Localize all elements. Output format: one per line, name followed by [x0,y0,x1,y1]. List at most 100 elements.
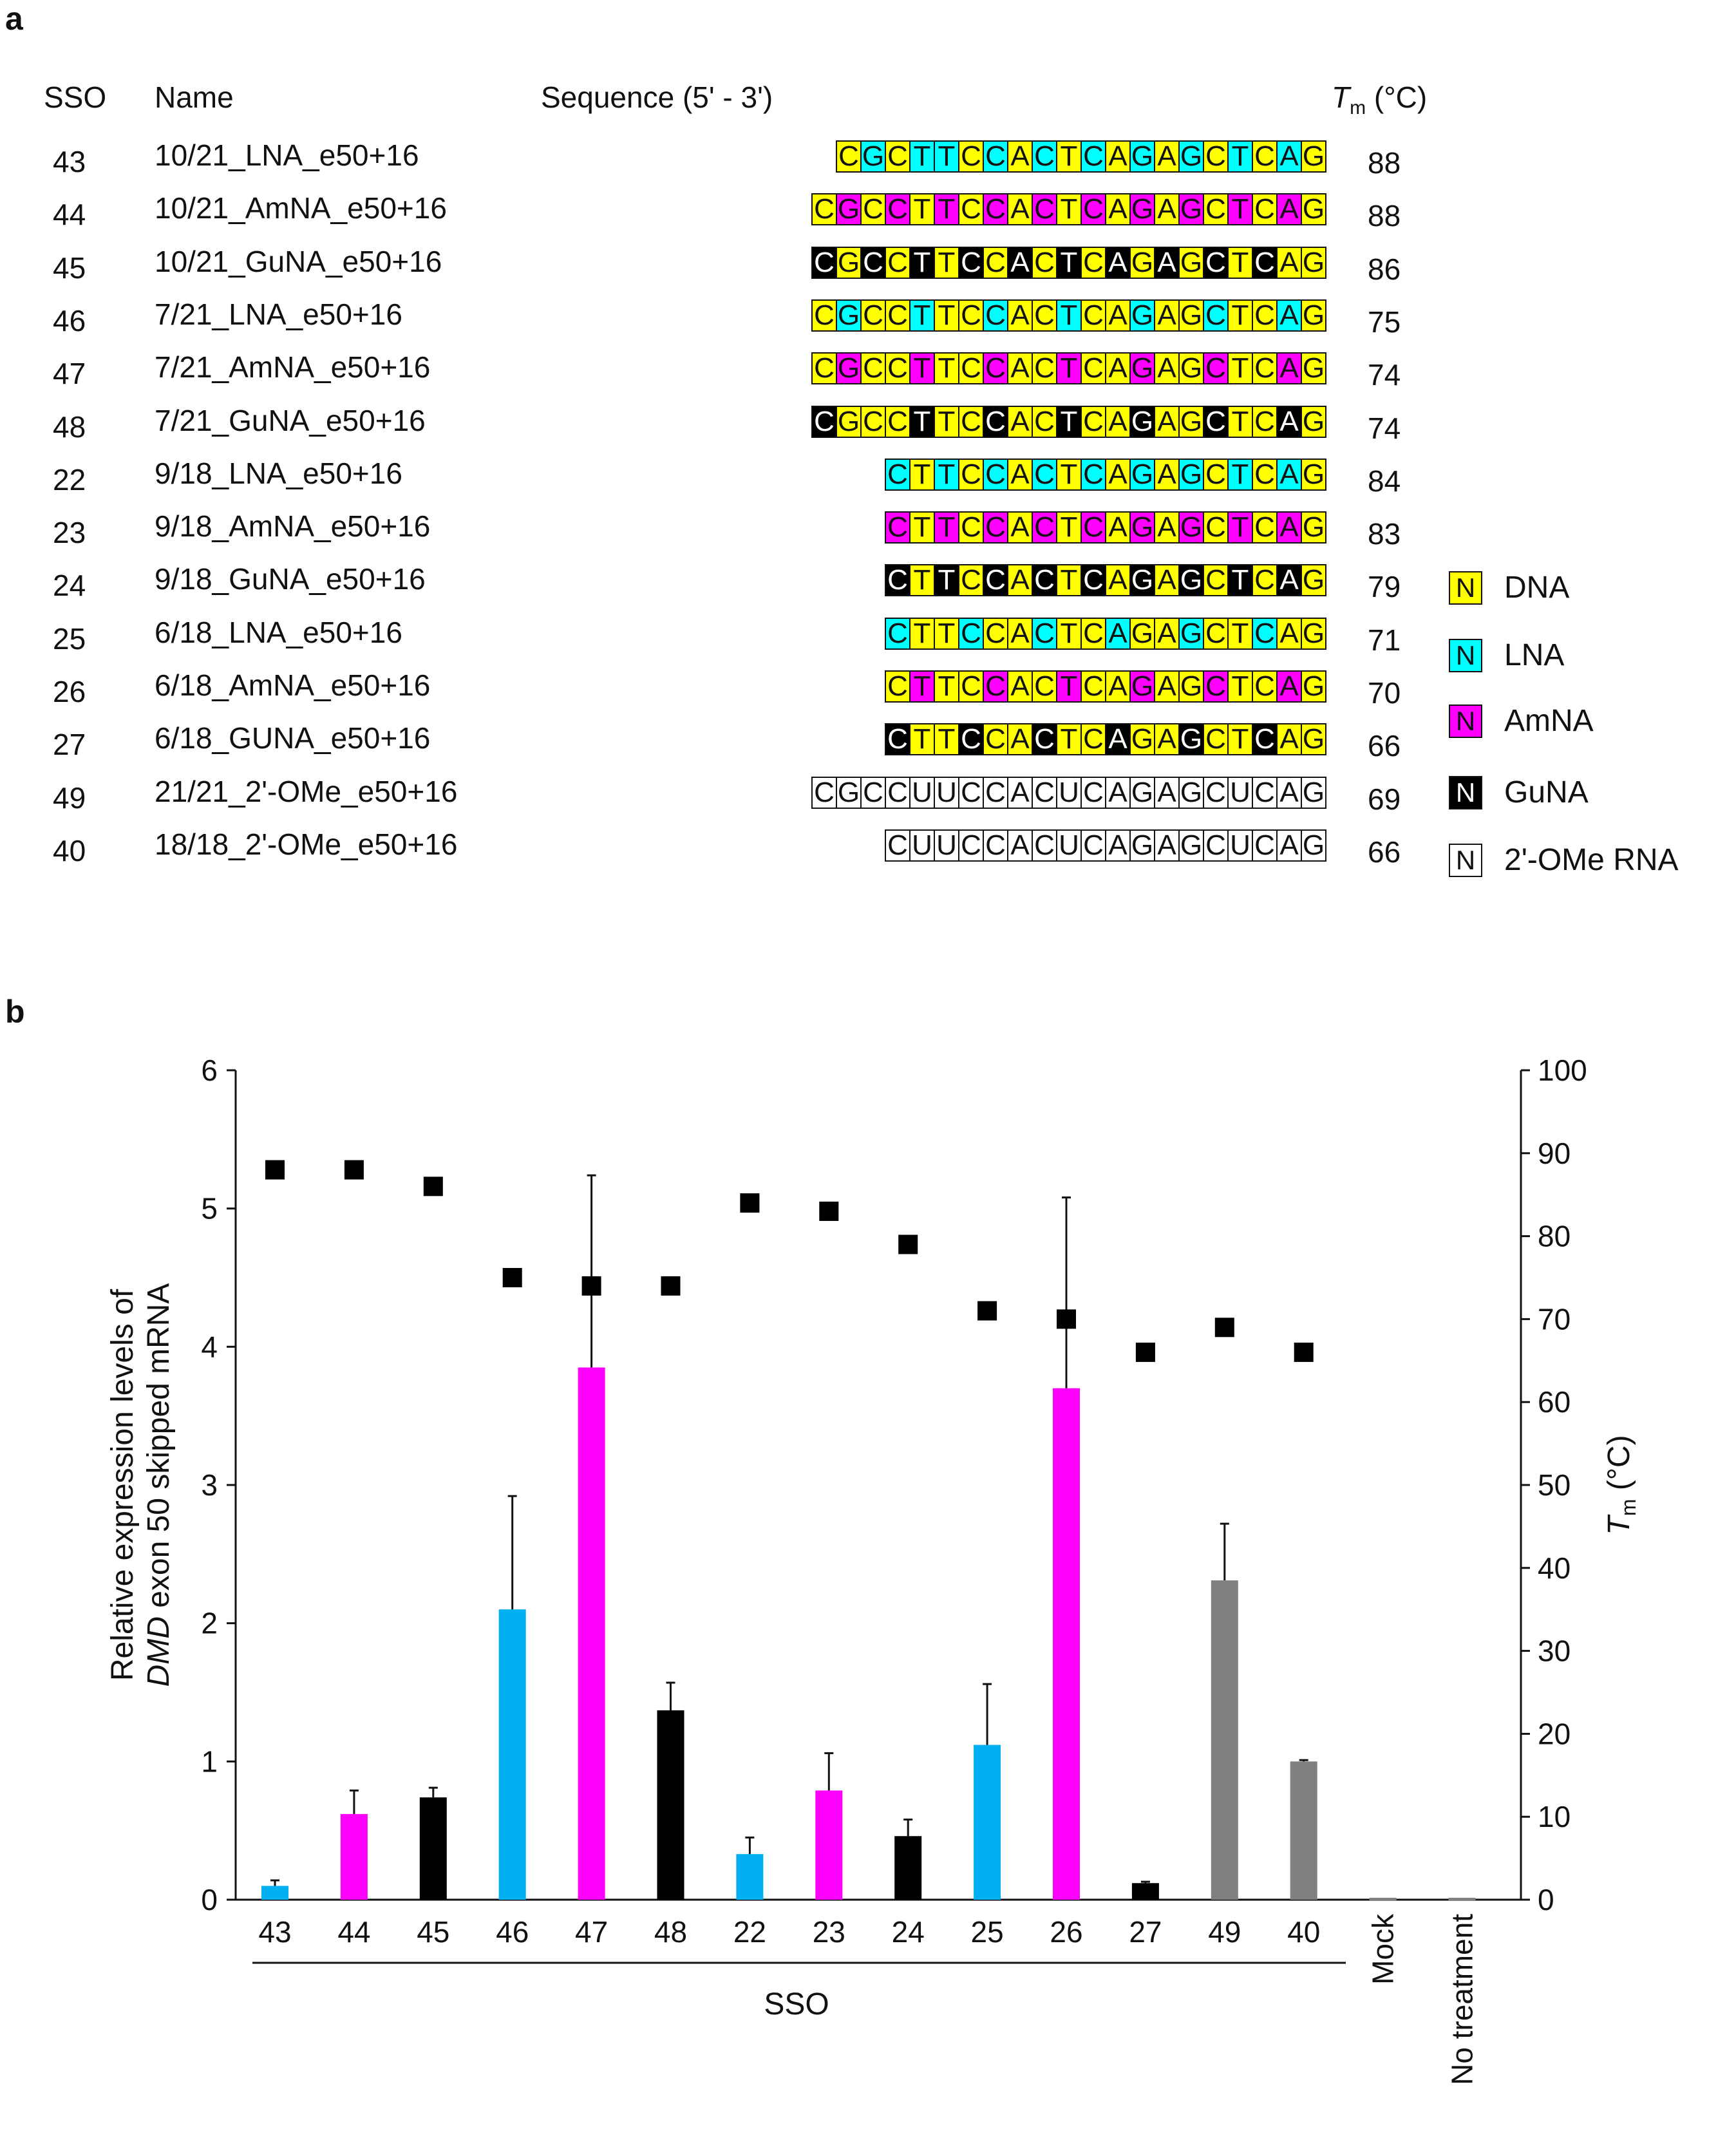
sso-name: 21/21_2'-OMe_e50+16 [155,774,458,808]
nucleotide: A [1105,511,1131,544]
sso-id: 49 [53,780,86,815]
nucleotide: U [909,776,935,809]
nucleotide: G [1129,564,1155,597]
left-tick-label: 5 [201,1192,218,1225]
right-tick-label: 100 [1538,1054,1587,1087]
nucleotide: A [1007,617,1033,650]
nucleotide: G [836,776,862,809]
bar [815,1790,843,1900]
tm-marker [581,1276,601,1296]
nucleotide: A [1154,670,1180,703]
nucleotide: A [1154,246,1180,279]
tm-marker [819,1201,839,1221]
nucleotide: G [1178,140,1204,173]
nucleotide: C [1080,458,1106,491]
legend-swatch: N [1449,704,1482,738]
nucleotide: A [1276,670,1302,703]
right-tick-label: 50 [1538,1468,1571,1502]
nucleotide: A [1154,352,1180,385]
nucleotide: C [1252,829,1278,862]
header-tm: Tm (°C) [1332,80,1427,119]
bar [974,1745,1001,1900]
header-sso: SSO [44,80,107,114]
nucleotide: U [1227,829,1253,862]
nucleotide: C [1203,352,1229,385]
nucleotide: A [1276,511,1302,544]
y2-axis-title-unit: (°C) [1602,1435,1636,1499]
legend-item: N LNA [1449,638,1564,673]
nucleotide: T [1227,140,1253,173]
nucleotide: C [958,352,984,385]
nucleotide: C [1032,140,1057,173]
legend-label: DNA [1504,571,1570,605]
nucleotide: G [1301,246,1326,279]
sso-id: 44 [53,198,86,232]
nucleotide: T [934,299,959,332]
nucleotide: C [885,723,910,756]
nucleotide: G [1129,193,1155,226]
nucleotide: G [1301,299,1326,332]
nucleotide: C [1080,511,1106,544]
bar [340,1813,368,1900]
nucleotide: T [934,564,959,597]
nucleotide: T [1056,299,1082,332]
nucleotide: A [1105,617,1131,650]
nucleotide: T [909,670,935,703]
nucleotide: T [909,511,935,544]
bar [261,1886,288,1900]
nucleotide: G [1129,352,1155,385]
nucleotide: T [1227,458,1253,491]
right-tick-label: 90 [1538,1137,1571,1170]
nucleotide: C [1252,352,1278,385]
tm-value: 88 [1368,199,1401,233]
nucleotide: T [909,617,935,650]
nucleotide: A [1105,193,1131,226]
nucleotide: T [1227,723,1253,756]
nucleotide: A [1276,829,1302,862]
x-tick-label: 43 [258,1915,291,1949]
nucleotide: C [885,617,910,650]
right-tick-label: 20 [1538,1717,1571,1750]
nucleotide: G [860,140,886,173]
nucleotide: C [885,352,910,385]
nucleotide: C [983,246,1008,279]
sso-id: 47 [53,357,86,391]
nucleotide: A [1007,193,1033,226]
nucleotide: A [1105,829,1131,862]
nucleotide: C [885,193,910,226]
header-tm-sub: m [1350,97,1366,119]
nucleotide: G [1301,564,1326,597]
nucleotide: A [1154,405,1180,438]
nucleotide: C [1080,299,1106,332]
y-axis-title-line1: Relative expression levels of [106,1289,140,1681]
nucleotide: A [1105,564,1131,597]
nucleotide: G [1129,299,1155,332]
tm-value: 79 [1368,570,1401,604]
x-tick-label: 46 [496,1915,529,1949]
x-tick-label: 44 [337,1915,370,1949]
nucleotide: T [1227,299,1253,332]
bar [498,1609,526,1900]
nucleotide: C [1203,458,1229,491]
bar [894,1836,922,1900]
legend-item: N 2'-OMe RNA [1449,842,1679,878]
bar [419,1797,447,1900]
nucleotide: A [1007,511,1033,544]
nucleotide: G [1301,405,1326,438]
nucleotide: T [1056,723,1082,756]
nucleotide: C [983,458,1008,491]
nucleotide: U [909,829,935,862]
nucleotide: C [1203,511,1229,544]
x-axis-title: SSO [764,1987,829,2021]
nucleotide: A [1105,776,1131,809]
nucleotide: C [983,140,1008,173]
x-tick-label: 24 [892,1915,925,1949]
nucleotide: G [1178,723,1204,756]
tm-marker [1214,1318,1234,1338]
nucleotide: C [1203,405,1229,438]
nucleotide: C [1252,140,1278,173]
nucleotide: T [1056,405,1082,438]
